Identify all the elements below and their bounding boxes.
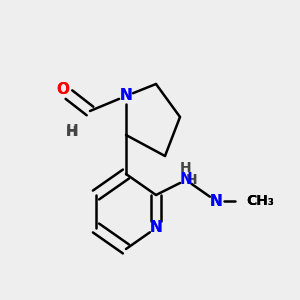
Text: H: H <box>180 161 192 175</box>
Text: N: N <box>120 88 132 104</box>
Text: N: N <box>150 220 162 236</box>
Text: CH₃: CH₃ <box>246 194 274 208</box>
Text: N: N <box>180 172 192 188</box>
Text: H: H <box>66 125 78 139</box>
Text: N: N <box>210 194 222 208</box>
Text: H: H <box>186 173 198 187</box>
Text: O: O <box>56 82 70 98</box>
Text: N: N <box>120 88 132 104</box>
Text: CH₃: CH₃ <box>246 194 274 208</box>
Text: O: O <box>56 82 70 98</box>
Text: H: H <box>66 124 78 140</box>
Text: N: N <box>210 194 222 208</box>
Text: N: N <box>150 220 162 236</box>
